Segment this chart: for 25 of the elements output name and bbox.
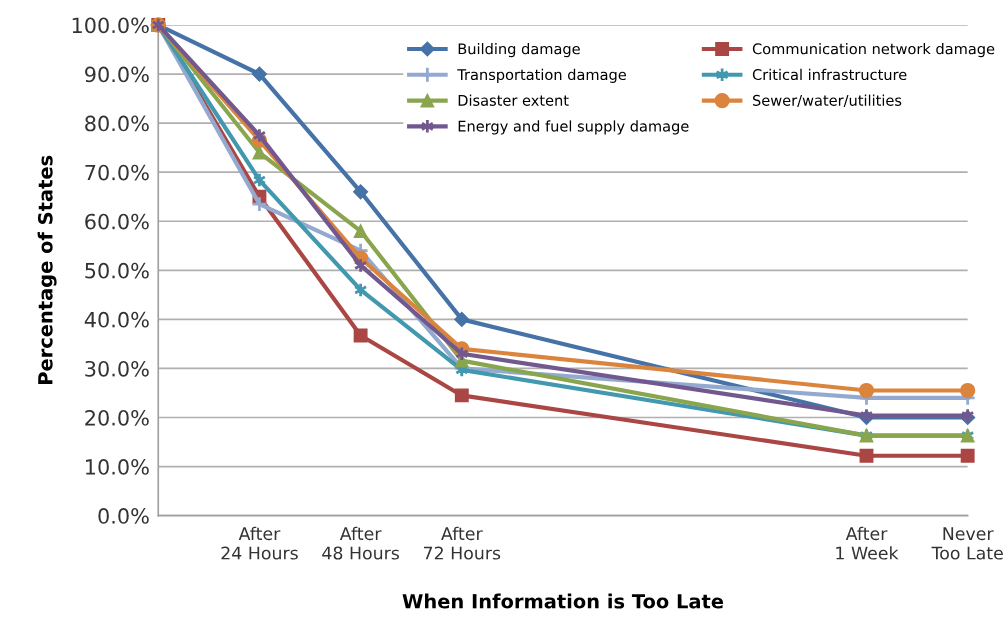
x-axis-title: When Information is Too Late	[402, 593, 724, 609]
y-tick-label: 70.0%	[85, 164, 149, 181]
x-tick-label: Never Too Late	[931, 527, 1003, 560]
legend-label: Energy and fuel supply damage	[458, 120, 689, 135]
y-tick-label: 0.0%	[98, 508, 149, 524]
x-tick-label: After 24 Hours	[221, 526, 298, 560]
y-tick-label: 40.0%	[84, 311, 149, 328]
legend-label: Sewer/water/utilities	[752, 94, 902, 108]
y-tick-label: 50.0%	[85, 262, 149, 279]
y-axis-title: Percentage of States	[37, 155, 57, 384]
y-tick-label: 60.0%	[85, 213, 149, 230]
y-tick-label: 30.0%	[85, 360, 149, 377]
x-tick-label: After 72 Hours	[423, 526, 501, 560]
y-tick-label: 80.0%	[85, 115, 149, 132]
y-tick-label: 90.0%	[85, 66, 149, 83]
legend-label: Transportation damage	[457, 68, 626, 83]
legend-label: Critical infrastructure	[752, 68, 907, 81]
legend-label: Disaster extent	[458, 94, 569, 106]
legend-label: Building damage	[458, 43, 580, 58]
y-tick-label: 10.0%	[86, 459, 149, 475]
x-tick-label: After 1 Week	[836, 526, 899, 560]
y-tick-label: 20.0%	[85, 409, 149, 426]
y-tick-label: 100.0%	[72, 17, 149, 34]
x-tick-label: After 48 Hours	[322, 526, 399, 560]
legend-label: Communication network damage	[752, 43, 995, 58]
